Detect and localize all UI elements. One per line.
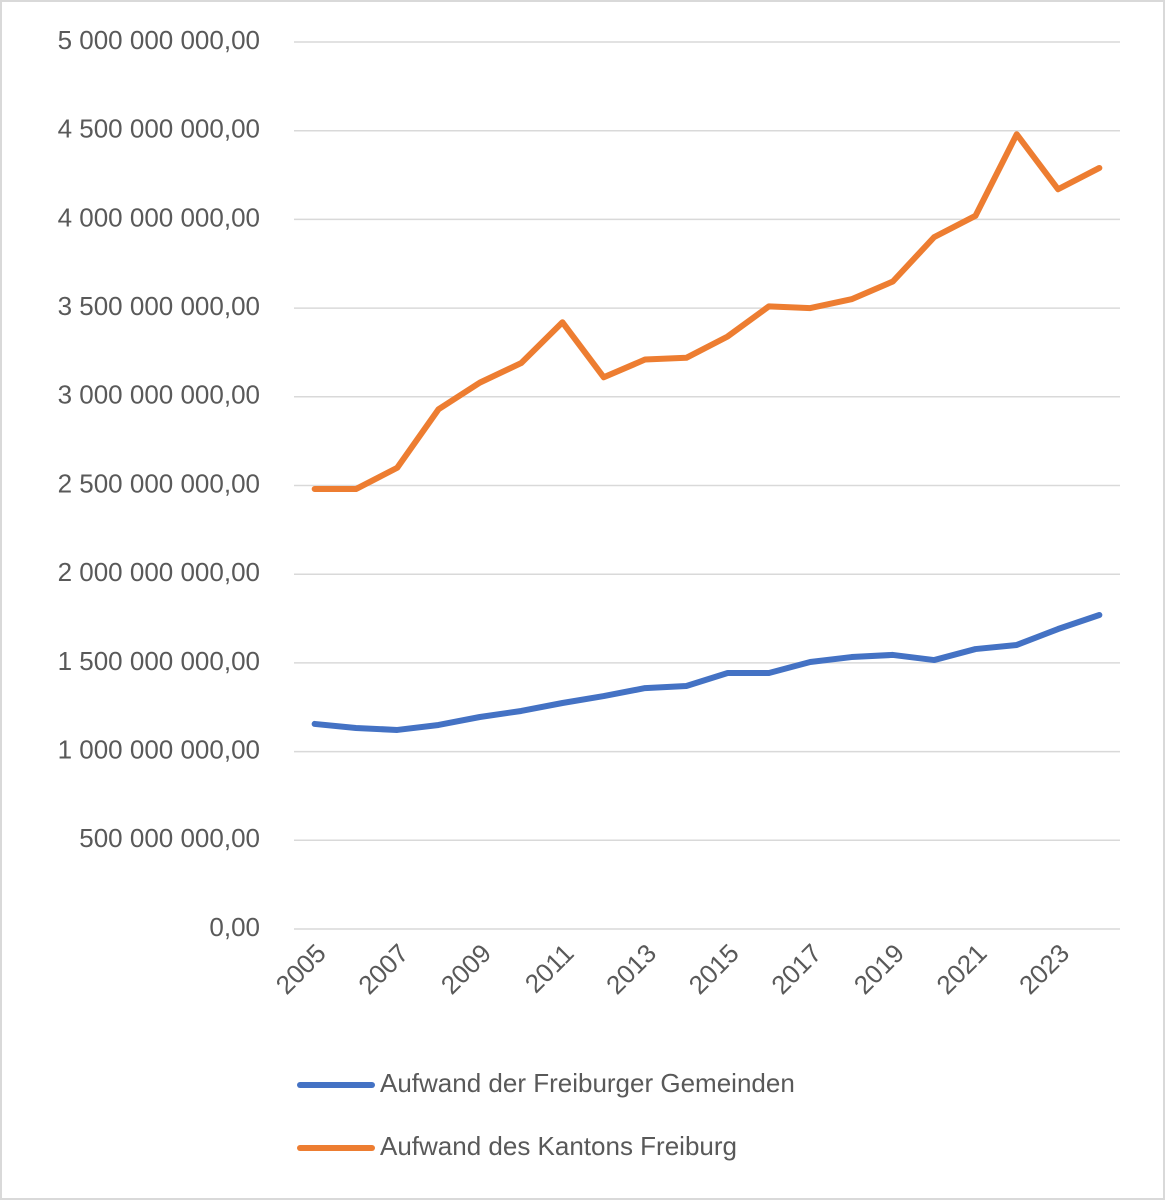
y-tick-label: 1 000 000 000,00 <box>58 734 260 764</box>
legend-label: Aufwand des Kantons Freiburg <box>380 1131 737 1161</box>
y-tick-label: 500 000 000,00 <box>79 823 260 853</box>
data-line <box>311 612 1103 733</box>
y-tick-label: 2 500 000 000,00 <box>58 468 260 498</box>
y-tick-label: 2 000 000 000,00 <box>58 557 260 587</box>
y-tick-label: 4 000 000 000,00 <box>58 202 260 232</box>
y-tick-label: 0,00 <box>209 912 260 942</box>
y-tick-label: 4 500 000 000,00 <box>58 114 260 144</box>
legend-label: Aufwand der Freiburger Gemeinden <box>380 1068 795 1098</box>
y-tick-label: 3 000 000 000,00 <box>58 380 260 410</box>
y-tick-label: 5 000 000 000,00 <box>58 25 260 55</box>
y-tick-label: 1 500 000 000,00 <box>58 646 260 676</box>
data-line <box>311 131 1103 493</box>
y-tick-label: 3 500 000 000,00 <box>58 291 260 321</box>
